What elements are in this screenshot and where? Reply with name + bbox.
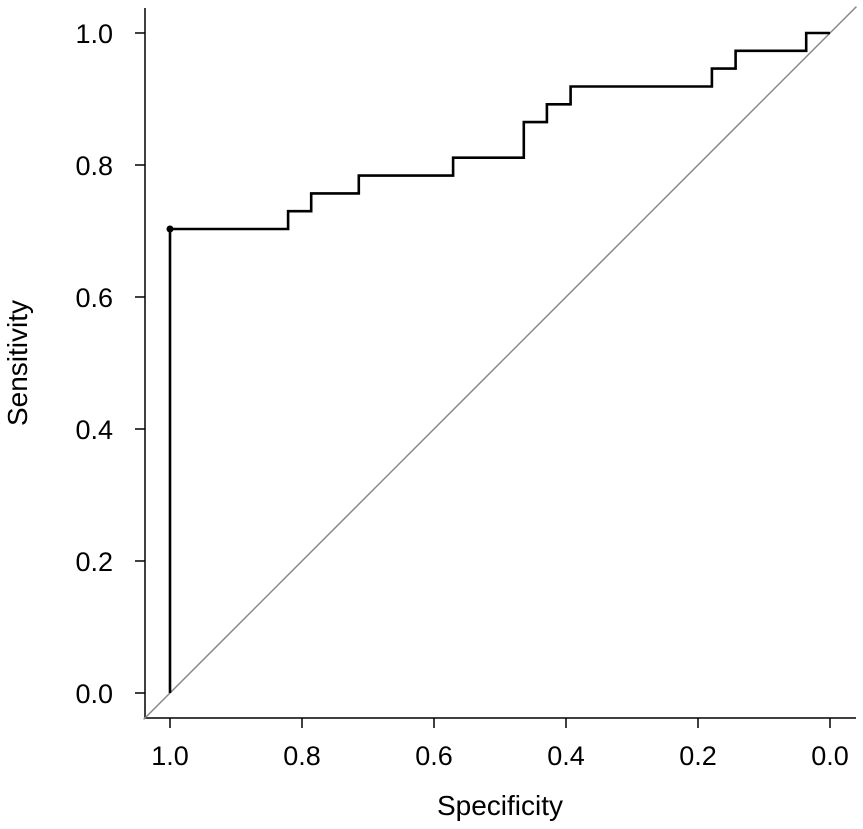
plot-area — [143, 6, 857, 720]
x-tick-label: 0.6 — [415, 741, 453, 771]
roc-curve-line — [168, 31, 830, 693]
y-tick-label: 0.0 — [75, 679, 113, 709]
x-axis-title: Specificity — [437, 790, 563, 821]
x-tick-label: 0.0 — [811, 741, 849, 771]
y-tick-label: 1.0 — [75, 19, 113, 49]
y-ticks: 0.0 0.2 0.4 0.6 0.8 1.0 — [75, 19, 145, 709]
x-ticks: 1.0 0.8 0.6 0.4 0.2 0.0 — [151, 718, 849, 771]
axes — [144, 8, 856, 719]
y-tick-label: 0.2 — [75, 547, 113, 577]
series-group — [166, 31, 830, 693]
y-tick-label: 0.4 — [75, 415, 113, 445]
marked-point — [166, 225, 174, 233]
x-tick-label: 0.2 — [679, 741, 717, 771]
x-tick-label: 0.4 — [547, 741, 585, 771]
reference-diagonal-line — [143, 6, 857, 720]
x-tick-label: 1.0 — [151, 741, 189, 771]
y-tick-label: 0.6 — [75, 283, 113, 313]
y-axis-title: Sensitivity — [2, 300, 33, 426]
y-tick-label: 0.8 — [75, 151, 113, 181]
x-tick-label: 0.8 — [283, 741, 321, 771]
